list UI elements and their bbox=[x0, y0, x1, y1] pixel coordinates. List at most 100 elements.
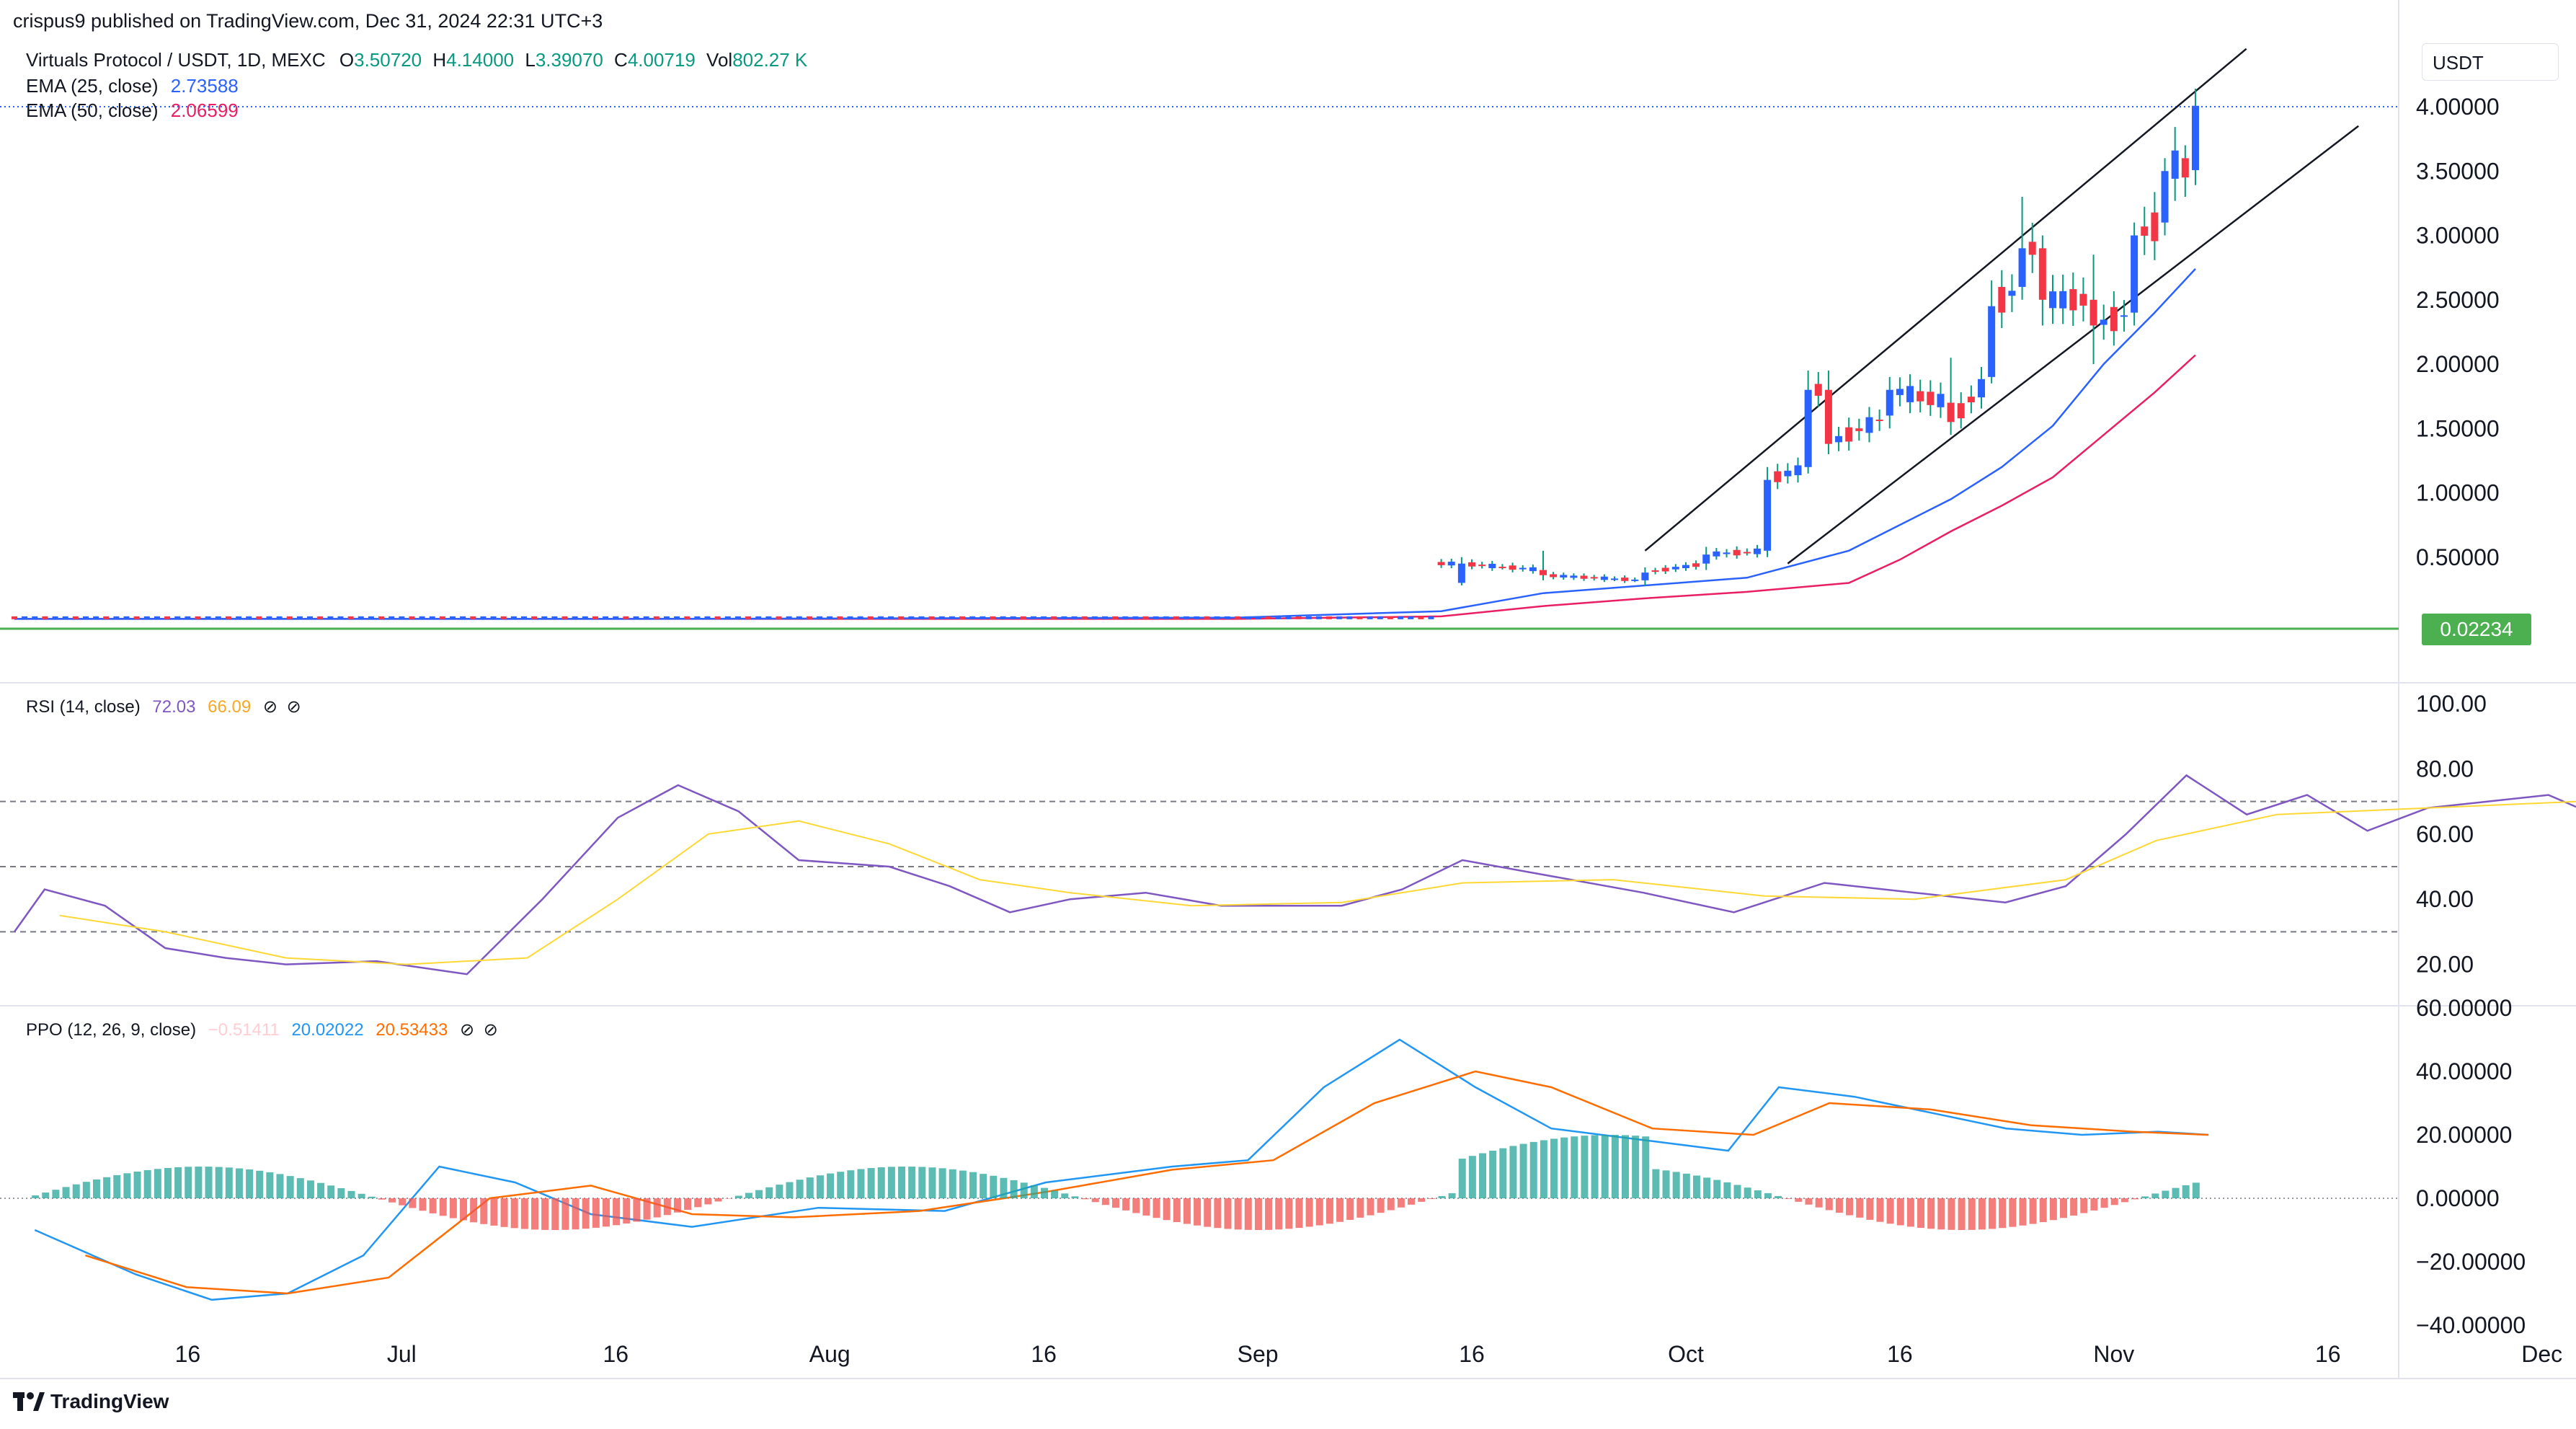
ppo-histogram-bar bbox=[1611, 1135, 1619, 1198]
time-tick-label: Aug bbox=[809, 1341, 850, 1367]
high-label: H bbox=[432, 49, 447, 71]
ppo-histogram-bar bbox=[327, 1185, 335, 1198]
ppo-histogram-bar bbox=[195, 1167, 203, 1198]
candle-body bbox=[1214, 616, 1220, 619]
ppo-histogram-bar bbox=[1896, 1198, 1904, 1226]
candle-body bbox=[1224, 616, 1230, 619]
ppo-histogram-bar bbox=[786, 1182, 794, 1198]
ppo-histogram-bar bbox=[82, 1182, 90, 1198]
ppo-histogram-bar bbox=[1785, 1198, 1793, 1199]
candle-body bbox=[1947, 402, 1955, 422]
rsi-tick-label: 40.00 bbox=[2416, 886, 2474, 912]
ppo-histogram-bar bbox=[561, 1198, 569, 1230]
ppo-histogram-bar bbox=[2039, 1198, 2047, 1223]
ppo-histogram-bar bbox=[541, 1198, 549, 1230]
ppo-histogram-bar bbox=[857, 1169, 865, 1198]
candle-body bbox=[1122, 616, 1129, 619]
candle-body bbox=[399, 616, 405, 619]
ppo-histogram-bar bbox=[143, 1169, 151, 1198]
ppo-histogram-bar bbox=[1111, 1198, 1119, 1208]
ppo-histogram-bar bbox=[1051, 1190, 1059, 1198]
ppo-hide-icon[interactable]: ⊘ bbox=[460, 1020, 475, 1040]
ppo-histogram-bar bbox=[1795, 1198, 1803, 1202]
ppo-histogram-bar bbox=[867, 1168, 875, 1198]
ppo-histogram-bar bbox=[1387, 1198, 1395, 1211]
candle-body bbox=[123, 616, 130, 619]
ppo-histogram-bar bbox=[1315, 1198, 1323, 1226]
candle-body bbox=[409, 616, 415, 619]
candle-body bbox=[633, 616, 639, 619]
ppo-histogram-bar bbox=[123, 1173, 131, 1198]
candle-body bbox=[1356, 616, 1363, 619]
ppo-histogram-bar bbox=[1041, 1187, 1048, 1198]
ppo-histogram-bar bbox=[235, 1168, 243, 1198]
rsi-hide-icon-2[interactable]: ⊘ bbox=[286, 697, 301, 717]
currency-selector[interactable]: USDT bbox=[2422, 43, 2559, 81]
symbol-legend[interactable]: Virtuals Protocol / USDT, 1D, MEXC O3.50… bbox=[26, 49, 807, 71]
ppo-histogram-bar bbox=[898, 1167, 906, 1198]
candle-body bbox=[694, 616, 701, 619]
candle-body bbox=[1265, 616, 1271, 619]
candle-body bbox=[582, 616, 588, 619]
ppo-histogram-bar bbox=[1275, 1198, 1283, 1230]
candle-body bbox=[561, 616, 568, 619]
rsi-label: RSI (14, close) bbox=[26, 697, 141, 717]
candle-body bbox=[2171, 150, 2179, 179]
rsi-hide-icon[interactable]: ⊘ bbox=[262, 697, 277, 717]
price-tick-label: 4.00000 bbox=[2416, 94, 2500, 120]
candle-body bbox=[969, 616, 976, 619]
ppo-histogram-bar bbox=[673, 1198, 681, 1213]
candle-body bbox=[2028, 242, 2036, 255]
ppo-histogram-bar bbox=[796, 1180, 804, 1198]
candle-body bbox=[1295, 616, 1302, 619]
candle-body bbox=[133, 616, 140, 619]
price-pane bbox=[0, 48, 2399, 630]
grid-layer bbox=[0, 0, 2576, 1379]
candle-body bbox=[1377, 616, 1383, 619]
candle-body bbox=[1600, 576, 1608, 580]
ppo-histogram-bar bbox=[317, 1182, 325, 1198]
ppo-histogram-bar bbox=[1173, 1198, 1181, 1222]
candle-body bbox=[1529, 567, 1537, 572]
ppo-hide-icon-2[interactable]: ⊘ bbox=[483, 1020, 498, 1040]
time-tick-label: 16 bbox=[1031, 1341, 1057, 1367]
candle-body bbox=[256, 616, 262, 619]
candle-body bbox=[592, 616, 598, 619]
ppo-histogram-bar bbox=[2162, 1190, 2169, 1198]
tradingview-logo[interactable]: TradingView bbox=[13, 1390, 169, 1413]
ppo-histogram-bar bbox=[1418, 1198, 1426, 1202]
candle-body bbox=[439, 616, 445, 619]
ppo-histogram-bar bbox=[2029, 1198, 2037, 1224]
price-tick-label: 1.00000 bbox=[2416, 480, 2500, 506]
candle-body bbox=[470, 616, 476, 619]
ppo-histogram-bar bbox=[1336, 1198, 1344, 1222]
ema25-legend[interactable]: EMA (25, close) 2.73588 bbox=[26, 75, 239, 97]
ppo-histogram-bar bbox=[980, 1174, 987, 1198]
ppo-histogram-bar bbox=[1947, 1198, 1955, 1230]
ppo-histogram-bar bbox=[399, 1198, 407, 1205]
rsi-ma-value: 66.09 bbox=[208, 697, 252, 717]
ppo-histogram-bar bbox=[520, 1198, 528, 1229]
ppo-histogram-bar bbox=[1091, 1198, 1099, 1203]
ppo-histogram-bar bbox=[1194, 1198, 1202, 1226]
ema50-legend[interactable]: EMA (50, close) 2.06599 bbox=[26, 99, 239, 122]
candle-body bbox=[113, 616, 120, 619]
ppo-line bbox=[34, 1038, 2209, 1301]
candle-body bbox=[704, 616, 711, 619]
ema50-label: EMA (50, close) bbox=[26, 99, 159, 121]
ppo-histogram-bar bbox=[1081, 1198, 1089, 1200]
ppo-histogram-bar bbox=[1509, 1146, 1517, 1198]
ppo-histogram-bar bbox=[551, 1198, 559, 1230]
ppo-signal-line bbox=[85, 1070, 2209, 1295]
rsi-legend[interactable]: RSI (14, close) 72.03 66.09 ⊘ ⊘ bbox=[26, 696, 301, 717]
candle-body bbox=[1875, 420, 1883, 422]
candle-body bbox=[22, 616, 28, 619]
ppo-histogram-bar bbox=[1529, 1141, 1537, 1198]
ema25-line bbox=[14, 268, 2196, 620]
ppo-histogram-bar bbox=[623, 1198, 631, 1224]
ppo-histogram-bar bbox=[215, 1167, 223, 1198]
candle-body bbox=[2151, 212, 2159, 242]
ppo-histogram-bar bbox=[2100, 1198, 2108, 1208]
ppo-legend[interactable]: PPO (12, 26, 9, close) −0.51411 20.02022… bbox=[26, 1019, 498, 1040]
